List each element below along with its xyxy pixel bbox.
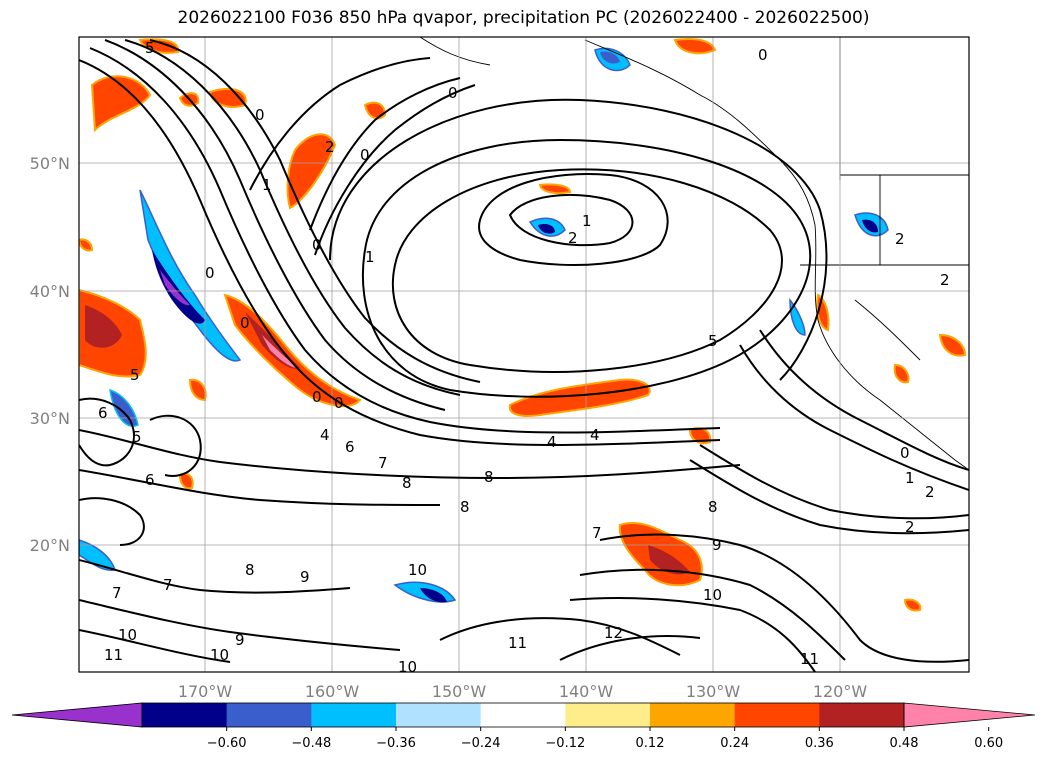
colorbar-tick-label: 0.36 <box>805 736 834 751</box>
contour-label: 10 <box>398 658 417 676</box>
contour-label: 0 <box>205 264 215 282</box>
contour-label: 4 <box>320 426 330 444</box>
contour-label: 5 <box>708 332 718 350</box>
colorbar-tick-label: −0.24 <box>461 736 501 751</box>
contour-label: 1 <box>365 248 375 266</box>
contour-label: 7 <box>163 576 173 594</box>
contour-label: 4 <box>547 433 557 451</box>
colorbar-swatch <box>565 703 651 727</box>
contour-label: 0 <box>900 444 910 462</box>
contour-label: 8 <box>484 468 494 486</box>
colorbar-swatch <box>480 703 566 727</box>
contour-label: 8 <box>245 561 255 579</box>
colorbar-swatch <box>734 703 820 727</box>
colorbar-tick-label: 0.24 <box>720 736 749 751</box>
contour-label: 0 <box>448 84 458 102</box>
contour-label: 2 <box>940 271 950 289</box>
map-content: 1 2 1 2 1 0 0 0 0 0 4 6 7 8 8 8 4 4 5 6 … <box>79 37 969 676</box>
contour-label: 8 <box>460 498 470 516</box>
colorbar-border <box>141 702 905 728</box>
contour-label: 9 <box>235 631 245 649</box>
lat-label: 40°N <box>30 282 70 301</box>
contour-label: 5 <box>132 428 142 446</box>
contour-label: 0 <box>360 146 370 164</box>
contour-label: 10 <box>703 586 722 604</box>
contour-label: 0 <box>255 106 265 124</box>
contour-label: 12 <box>604 624 623 642</box>
lon-label: 160°W <box>305 682 360 701</box>
contour-label: 8 <box>402 474 412 492</box>
contour-label: 1 <box>905 469 915 487</box>
colorbar-tick-label: −0.12 <box>545 736 585 751</box>
contour-label: 2 <box>905 518 915 536</box>
contour-label: 5 <box>130 366 140 384</box>
colorbar-swatch <box>650 703 736 727</box>
contour-label: 6 <box>345 438 355 456</box>
contour-label: 2 <box>895 230 905 248</box>
contour-label: 10 <box>408 561 427 579</box>
contour-label: 0 <box>334 394 344 412</box>
colorbar-tick-label: −0.36 <box>376 736 416 751</box>
lon-label: 130°W <box>686 682 741 701</box>
contour-label: 10 <box>210 646 229 664</box>
colorbar-tick-label: 0.48 <box>890 736 919 751</box>
contour-label: 9 <box>712 536 722 554</box>
contour-labels: 1 2 1 2 1 0 0 0 0 0 4 6 7 8 8 8 4 4 5 6 … <box>98 39 950 676</box>
contour-label: 6 <box>145 471 155 489</box>
contour-label: 4 <box>590 426 600 444</box>
contour-label: 1 <box>582 212 592 230</box>
contour-label: 0 <box>312 236 322 254</box>
contour-label: 11 <box>508 634 527 652</box>
contour-label: 7 <box>112 584 122 602</box>
lat-label: 50°N <box>30 154 70 173</box>
contour-label: 8 <box>708 498 718 516</box>
colorbar-tick-label: −0.60 <box>207 736 247 751</box>
contour-label: 0 <box>758 46 768 64</box>
lon-label: 120°W <box>813 682 868 701</box>
lat-label: 30°N <box>30 409 70 428</box>
map-area <box>79 37 969 672</box>
lon-label: 140°W <box>559 682 614 701</box>
longitude-labels: 170°W 160°W 150°W 140°W 130°W 120°W <box>178 682 868 701</box>
colorbar-tick-label: 0.60 <box>974 736 1003 751</box>
contour-label: 5 <box>145 39 155 57</box>
contour-label: 7 <box>592 524 602 542</box>
colorbar-tick-label: 0.12 <box>636 736 665 751</box>
colorbar-swatch <box>819 703 905 727</box>
map-frame <box>78 36 970 673</box>
map-title: 2026022100 F036 850 hPa qvapor, precipit… <box>177 8 870 28</box>
contour-label: 1 <box>262 176 272 194</box>
colorbar-tick-label: −0.48 <box>291 736 331 751</box>
contour-label: 9 <box>300 568 310 586</box>
colorbar-swatch <box>142 703 228 727</box>
colorbar: −0.60 −0.48 −0.36 −0.24 −0.12 0.12 0.24 0.36 0.4… <box>11 702 1036 751</box>
contour-label: 10 <box>118 626 137 644</box>
qvapor-contours <box>79 39 969 672</box>
contour-label: 6 <box>98 404 108 422</box>
contour-label: 11 <box>104 646 123 664</box>
colorbar-swatch <box>396 703 482 727</box>
contour-label: 7 <box>378 454 388 472</box>
contour-label: 2 <box>325 138 335 156</box>
colorbar-extend-high <box>903 702 1036 728</box>
contour-label: 0 <box>240 314 250 332</box>
colorbar-swatch <box>311 703 397 727</box>
colorbar-extend-low <box>11 702 143 728</box>
contour-label: 2 <box>568 229 578 247</box>
lon-label: 150°W <box>432 682 487 701</box>
colorbar-swatch <box>226 703 312 727</box>
contour-label: 0 <box>312 388 322 406</box>
contour-label: 2 <box>925 483 935 501</box>
lon-label: 170°W <box>178 682 233 701</box>
latitude-labels: 50°N 40°N 30°N 20°N <box>30 154 70 555</box>
lat-label: 20°N <box>30 536 70 555</box>
contour-label: 11 <box>800 650 819 668</box>
gridlines <box>79 37 969 672</box>
